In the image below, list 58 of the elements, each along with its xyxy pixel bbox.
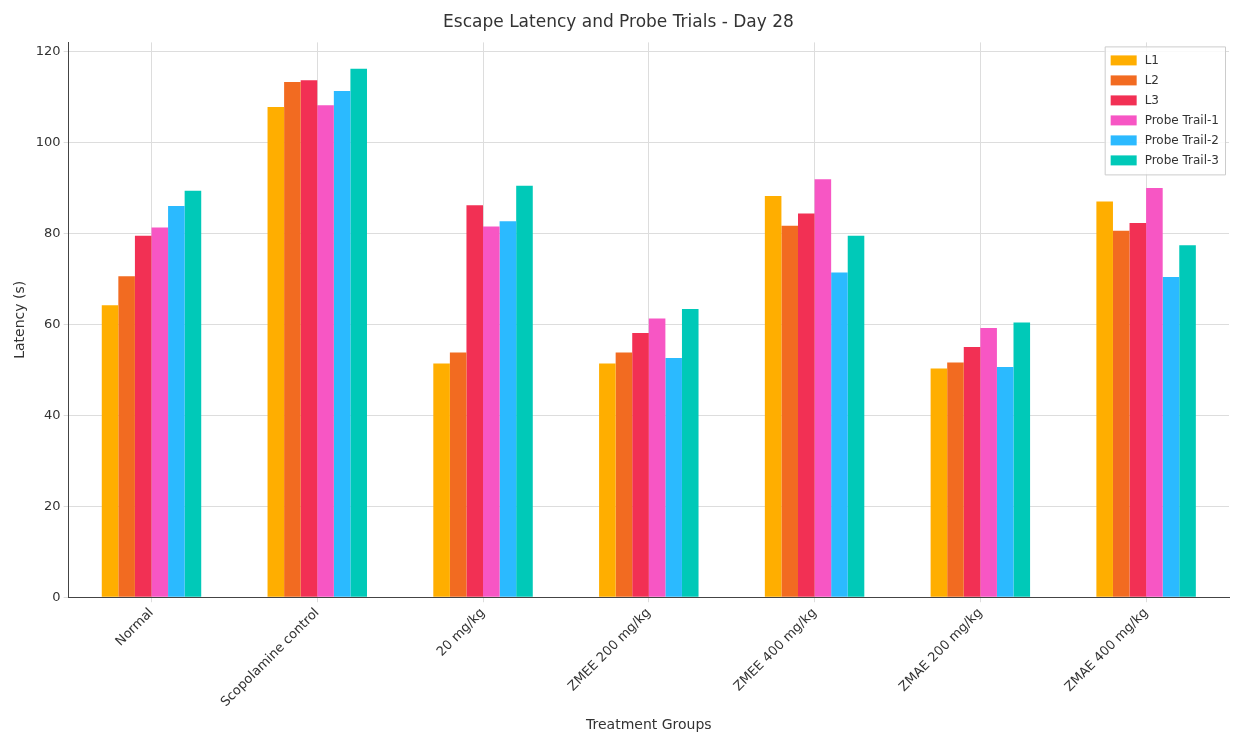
bar [665,358,682,597]
bar [996,367,1014,597]
bar [1013,322,1031,597]
bar [267,106,285,597]
legend-label: Probe Trail-3 [1144,152,1220,167]
bar [1179,245,1196,597]
bar [449,352,467,597]
bar [466,205,484,597]
bar [632,333,649,597]
bar [1146,187,1163,597]
bar [648,318,666,597]
y-axis-title: Latency (s) [11,280,28,359]
bar [930,368,948,597]
legend-label: L1 [1144,52,1159,67]
y-tick-label: 80 [44,224,61,240]
legend-label: L3 [1144,92,1159,107]
chart-title: Escape Latency and Probe Trials - Day 28 [443,10,794,31]
legend-label: Probe Trail-2 [1144,132,1220,147]
legend-label: Probe Trail-1 [1144,112,1220,127]
bar [1096,201,1113,597]
bar [681,308,699,597]
bar [317,105,334,597]
bar [814,179,832,597]
bar [118,276,135,597]
y-tick-label: 60 [44,315,61,331]
bar [781,225,798,597]
y-tick-label: 120 [35,42,61,58]
bar [184,190,202,597]
y-tick-label: 100 [35,133,61,149]
bar [333,91,351,597]
bar [798,213,815,597]
bar [599,363,616,597]
bar [284,81,301,597]
bar [499,221,517,597]
y-tick-label: 40 [44,406,61,422]
bar [483,226,500,597]
bar [101,305,119,597]
bar [1112,230,1130,597]
y-tick-label: 20 [44,497,61,513]
bar [516,185,533,597]
x-axis-title: Treatment Groups [585,716,712,733]
bar [168,206,185,597]
bar [615,352,633,597]
bar [151,227,169,597]
bar [947,362,964,597]
bar [764,196,782,597]
bar [963,347,981,597]
bar [831,272,848,597]
bar [847,235,865,597]
bar [1129,222,1147,597]
bar [1162,277,1180,597]
bar [433,363,450,597]
bar [300,80,318,597]
y-tick-label: 0 [52,588,61,604]
legend-label: L2 [1144,72,1159,87]
bar [980,328,997,597]
bar [134,235,152,597]
bar [350,68,367,597]
